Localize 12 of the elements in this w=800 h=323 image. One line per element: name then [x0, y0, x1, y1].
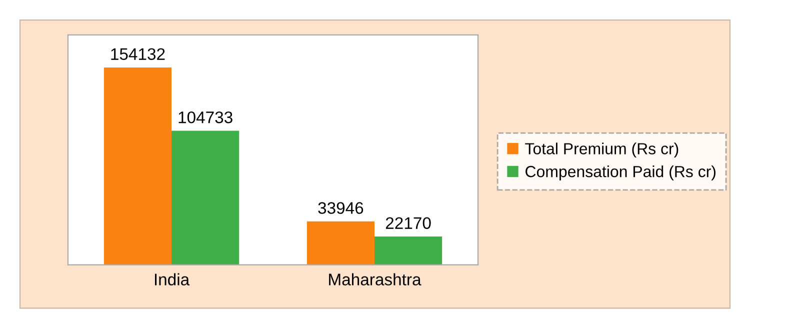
data-label: 154132 [111, 48, 165, 60]
x-tick-label: India [154, 273, 190, 286]
x-tick-label: Maharashtra [329, 273, 422, 286]
bar [172, 130, 240, 265]
data-label: 33946 [318, 202, 364, 214]
legend-label: Compensation Paid (Rs cr) [526, 165, 716, 180]
data-label: 104733 [178, 111, 232, 124]
bar [104, 67, 172, 265]
bar [374, 236, 442, 265]
data-label: 22170 [386, 217, 431, 230]
bar [306, 221, 374, 265]
legend-label: Total Premium (Rs cr) [525, 142, 678, 158]
